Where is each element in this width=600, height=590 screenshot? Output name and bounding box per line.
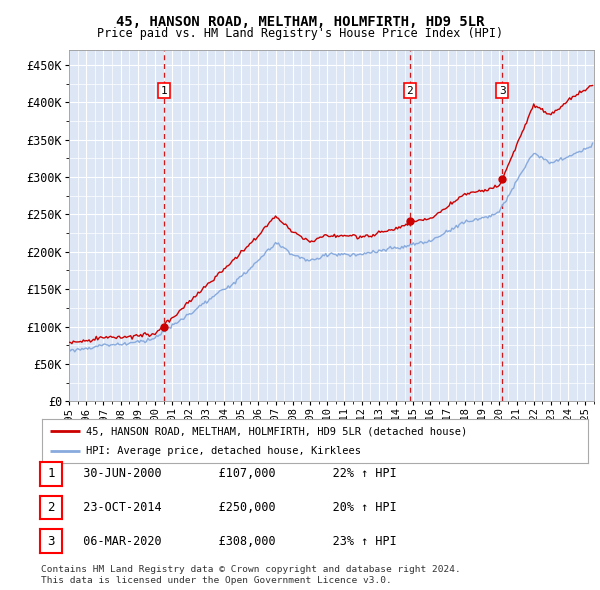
Text: Price paid vs. HM Land Registry's House Price Index (HPI): Price paid vs. HM Land Registry's House … [97,27,503,40]
Text: 3: 3 [499,86,506,96]
Text: 2: 2 [47,501,55,514]
Text: 06-MAR-2020        £308,000        23% ↑ HPI: 06-MAR-2020 £308,000 23% ↑ HPI [69,535,397,548]
Text: This data is licensed under the Open Government Licence v3.0.: This data is licensed under the Open Gov… [41,576,392,585]
Text: 45, HANSON ROAD, MELTHAM, HOLMFIRTH, HD9 5LR (detached house): 45, HANSON ROAD, MELTHAM, HOLMFIRTH, HD9… [86,427,467,436]
Text: 1: 1 [160,86,167,96]
Text: HPI: Average price, detached house, Kirklees: HPI: Average price, detached house, Kirk… [86,446,361,455]
Text: 30-JUN-2000        £107,000        22% ↑ HPI: 30-JUN-2000 £107,000 22% ↑ HPI [69,467,397,480]
Text: 2: 2 [406,86,413,96]
Text: 1: 1 [47,467,55,480]
Text: 23-OCT-2014        £250,000        20% ↑ HPI: 23-OCT-2014 £250,000 20% ↑ HPI [69,501,397,514]
Text: Contains HM Land Registry data © Crown copyright and database right 2024.: Contains HM Land Registry data © Crown c… [41,565,461,574]
Text: 3: 3 [47,535,55,548]
Text: 45, HANSON ROAD, MELTHAM, HOLMFIRTH, HD9 5LR: 45, HANSON ROAD, MELTHAM, HOLMFIRTH, HD9… [116,15,484,29]
